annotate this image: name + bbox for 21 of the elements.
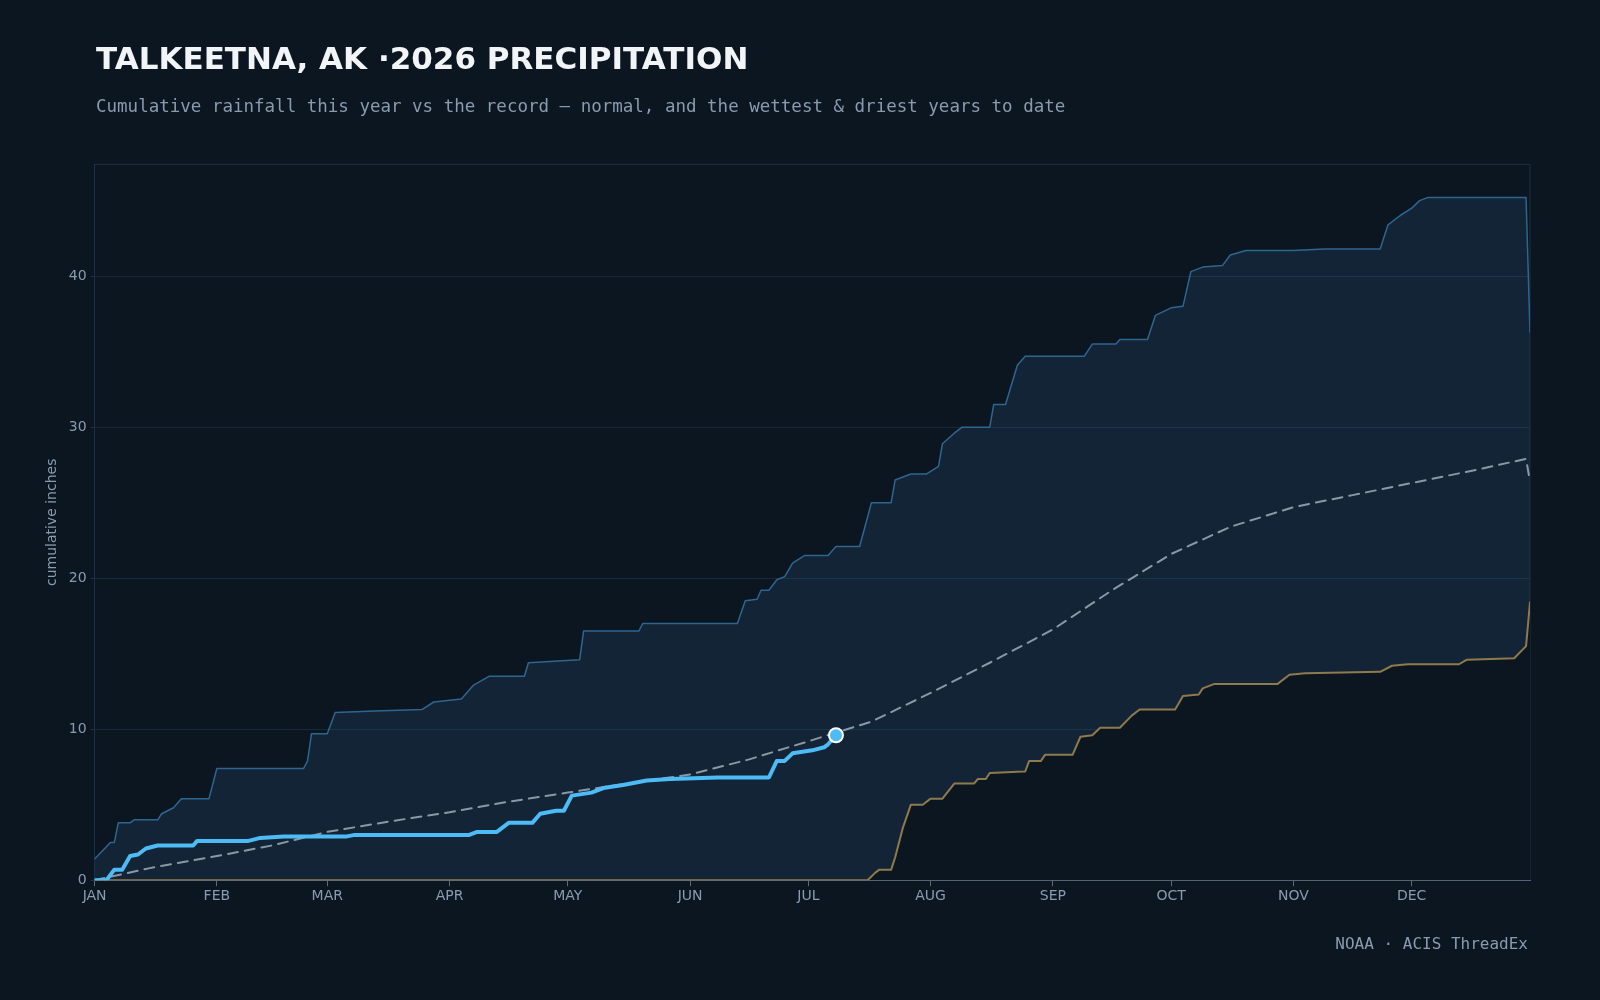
text: NOAA · ACIS ThreadEx xyxy=(1335,934,1528,953)
x-tick-label: JAN xyxy=(81,887,107,904)
y-tick-label: 40 xyxy=(68,266,87,283)
chart-subtitle: Cumulative rainfall this year vs the record — normal, and the wettest & driest years to date xyxy=(96,96,1066,116)
x-tick-label: APR xyxy=(435,887,464,904)
x-tick-label: NOV xyxy=(1277,887,1310,904)
x-tick-label: JUN xyxy=(676,887,703,904)
x-tick-label: SEP xyxy=(1039,887,1066,904)
x-tick-label: OCT xyxy=(1156,887,1187,904)
y-tick-label: 20 xyxy=(68,568,87,585)
y-tick-label: 0 xyxy=(77,870,87,887)
x-tick-label: DEC xyxy=(1397,887,1427,904)
x-tick-label: MAY xyxy=(553,887,583,904)
x-tick-label: AUG xyxy=(915,887,946,904)
x-tick-label: FEB xyxy=(203,887,231,904)
chart-title: TALKEETNA, AK ·2026 PRECIPITATION xyxy=(96,40,749,76)
x-tick-label: MAR xyxy=(311,887,344,904)
y-tick-label: 10 xyxy=(68,719,87,736)
y-tick-label: 30 xyxy=(68,417,87,434)
y-axis-title: cumulative inches xyxy=(43,458,60,587)
x-tick-label: JUL xyxy=(796,887,820,904)
